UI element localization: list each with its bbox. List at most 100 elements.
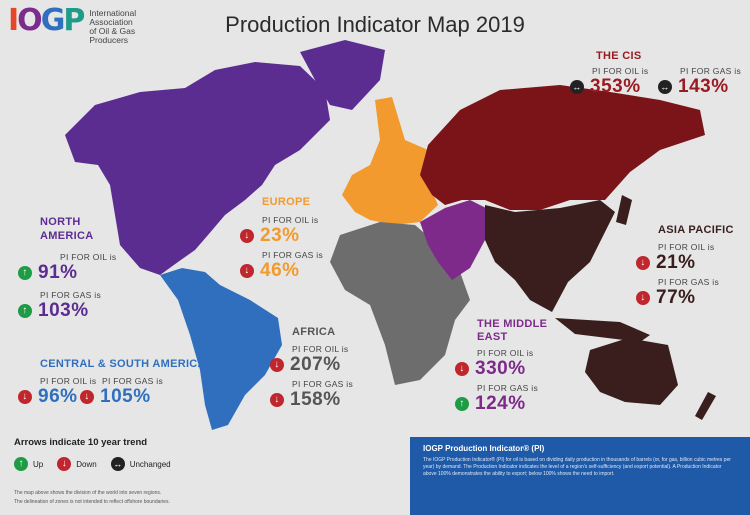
gas-value-row: ↓ 77% [636, 287, 734, 309]
oil-value: 207% [290, 354, 341, 375]
oil-value-row: ↔ 353% [570, 76, 648, 98]
oil-value-row: ↓ 21% [636, 252, 734, 274]
middle-east-region [420, 200, 490, 280]
oil-label: PI FOR OIL is [40, 376, 97, 386]
logo-letter-i: I [8, 3, 19, 38]
indonesia-region [555, 318, 650, 342]
gas-label: PI FOR GAS is [262, 250, 324, 260]
up-arrow-icon: ↑ [455, 397, 469, 411]
down-arrow-icon: ↓ [636, 256, 650, 270]
logo-letter-p: P [63, 3, 85, 38]
middle-east-panel: THE MIDDLE EAST PI FOR OIL is ↓ 330% PI … [455, 318, 547, 415]
logo-line: Association [89, 17, 133, 27]
up-arrow-icon: ↑ [18, 304, 32, 318]
footnote-line: The delineation of zones is not intended… [14, 499, 170, 505]
logo-line: International [89, 8, 137, 18]
cis-region-title: THE CIS [596, 50, 642, 62]
australia-region [585, 338, 678, 405]
down-arrow-icon: ↓ [240, 264, 254, 278]
gas-value-row: ↓ 158% [270, 389, 353, 411]
oil-value: 353% [590, 76, 641, 97]
greenland-region [300, 40, 385, 110]
csa-region-title: CENTRAL & SOUTH AMERICA [40, 358, 206, 370]
oil-value: 91% [38, 262, 78, 283]
legend-unchanged-label: Unchanged [129, 459, 171, 469]
oil-value-row: ↓ 207% [270, 354, 353, 376]
legend-down-label: Down [76, 459, 97, 469]
down-arrow-icon: ↓ [455, 362, 469, 376]
oil-label: PI FOR OIL is [262, 215, 319, 225]
oil-label: PI FOR OIL is [292, 344, 349, 354]
europe-panel: EUROPE PI FOR OIL is ↓ 23% PI FOR GAS is… [240, 196, 323, 282]
down-arrow-icon: ↓ [270, 393, 284, 407]
logo-letter-o: O [17, 3, 42, 38]
down-arrow-icon: ↓ [57, 457, 72, 471]
up-arrow-icon: ↑ [14, 457, 28, 471]
csa-oil-panel: PI FOR OIL is ↓ 96% [18, 376, 96, 408]
legend-items: ↑ Up ↓ Down ↔ Unchanged [14, 457, 185, 471]
down-arrow-icon: ↓ [240, 229, 254, 243]
europe-region [342, 97, 438, 225]
cis-gas-panel: PI FOR GAS is ↔ 143% [658, 66, 741, 98]
gas-label: PI FOR GAS is [477, 383, 539, 393]
gas-value: 124% [475, 393, 526, 414]
oil-value-row: ↓ 96% [18, 386, 96, 408]
region-title: EUROPE [262, 196, 311, 208]
region-title: AFRICA [292, 326, 336, 338]
pi-info-box: IOGP Production Indicator® (PI) The IOGP… [410, 437, 750, 515]
japan-region [616, 195, 632, 225]
oil-label: PI FOR OIL is [60, 252, 117, 262]
unchanged-arrow-icon: ↔ [570, 80, 584, 94]
region-title-line: AMERICA [40, 230, 94, 242]
africa-panel: AFRICA PI FOR OIL is ↓ 207% PI FOR GAS i… [270, 326, 353, 411]
logo-letter-g: G [40, 3, 66, 38]
logo-mark: IOGP [8, 3, 85, 38]
gas-value-row: ↑ 103% [18, 300, 116, 322]
oil-value: 23% [260, 225, 300, 246]
footnote-line: The map above shows the division of the … [14, 490, 162, 496]
oil-value: 330% [475, 358, 526, 379]
down-arrow-icon: ↓ [636, 291, 650, 305]
info-box-title: IOGP Production Indicator® (PI) [423, 444, 545, 453]
trend-legend: Arrows indicate 10 year trend ↑ Up ↓ Dow… [14, 437, 185, 471]
oil-value: 96% [38, 386, 78, 407]
up-arrow-icon: ↑ [18, 266, 32, 280]
oil-value: 21% [656, 252, 696, 273]
gas-label: PI FOR GAS is [658, 277, 720, 287]
oil-label: PI FOR OIL is [477, 348, 534, 358]
iogp-logo: IOGP International Association of Oil & … [8, 6, 136, 45]
gas-value: 77% [656, 287, 696, 308]
info-box-text: The IOGP Production Indicator® (PI) for … [423, 457, 731, 477]
gas-label: PI FOR GAS is [680, 66, 742, 76]
north-america-panel: NORTH AMERICA PI FOR OIL is ↑ 91% PI FOR… [18, 215, 117, 322]
gas-value-row: ↓ 46% [240, 260, 323, 282]
down-arrow-icon: ↓ [80, 390, 94, 404]
gas-value-row: ↓ 105% [80, 386, 163, 408]
gas-value: 46% [260, 260, 300, 281]
new-zealand-region [695, 392, 716, 420]
oil-value-row: ↑ 91% [18, 262, 116, 284]
gas-label: PI FOR GAS is [102, 376, 164, 386]
gas-value-row: ↑ 124% [455, 393, 547, 415]
gas-label: PI FOR GAS is [292, 379, 354, 389]
down-arrow-icon: ↓ [18, 390, 32, 404]
region-title-line: NORTH [40, 216, 81, 228]
cis-oil-panel: PI FOR OIL is ↔ 353% [570, 66, 648, 98]
logo-line: Producers [89, 35, 129, 45]
region-title-line: THE MIDDLE [477, 318, 548, 330]
africa-region [330, 222, 470, 385]
asia-pacific-region [485, 200, 615, 312]
footnote: The map above shows the division of the … [14, 490, 314, 506]
unchanged-arrow-icon: ↔ [658, 80, 672, 94]
legend-up-label: Up [33, 459, 44, 469]
legend-title: Arrows indicate 10 year trend [14, 437, 148, 448]
down-arrow-icon: ↓ [270, 358, 284, 372]
gas-value: 105% [100, 386, 151, 407]
region-title-line: EAST [477, 331, 508, 343]
oil-value-row: ↓ 330% [455, 358, 547, 380]
region-title: ASIA PACIFIC [658, 224, 734, 236]
region-title: NORTH AMERICA [40, 215, 116, 243]
gas-value: 103% [38, 300, 89, 321]
gas-value: 158% [290, 389, 341, 410]
